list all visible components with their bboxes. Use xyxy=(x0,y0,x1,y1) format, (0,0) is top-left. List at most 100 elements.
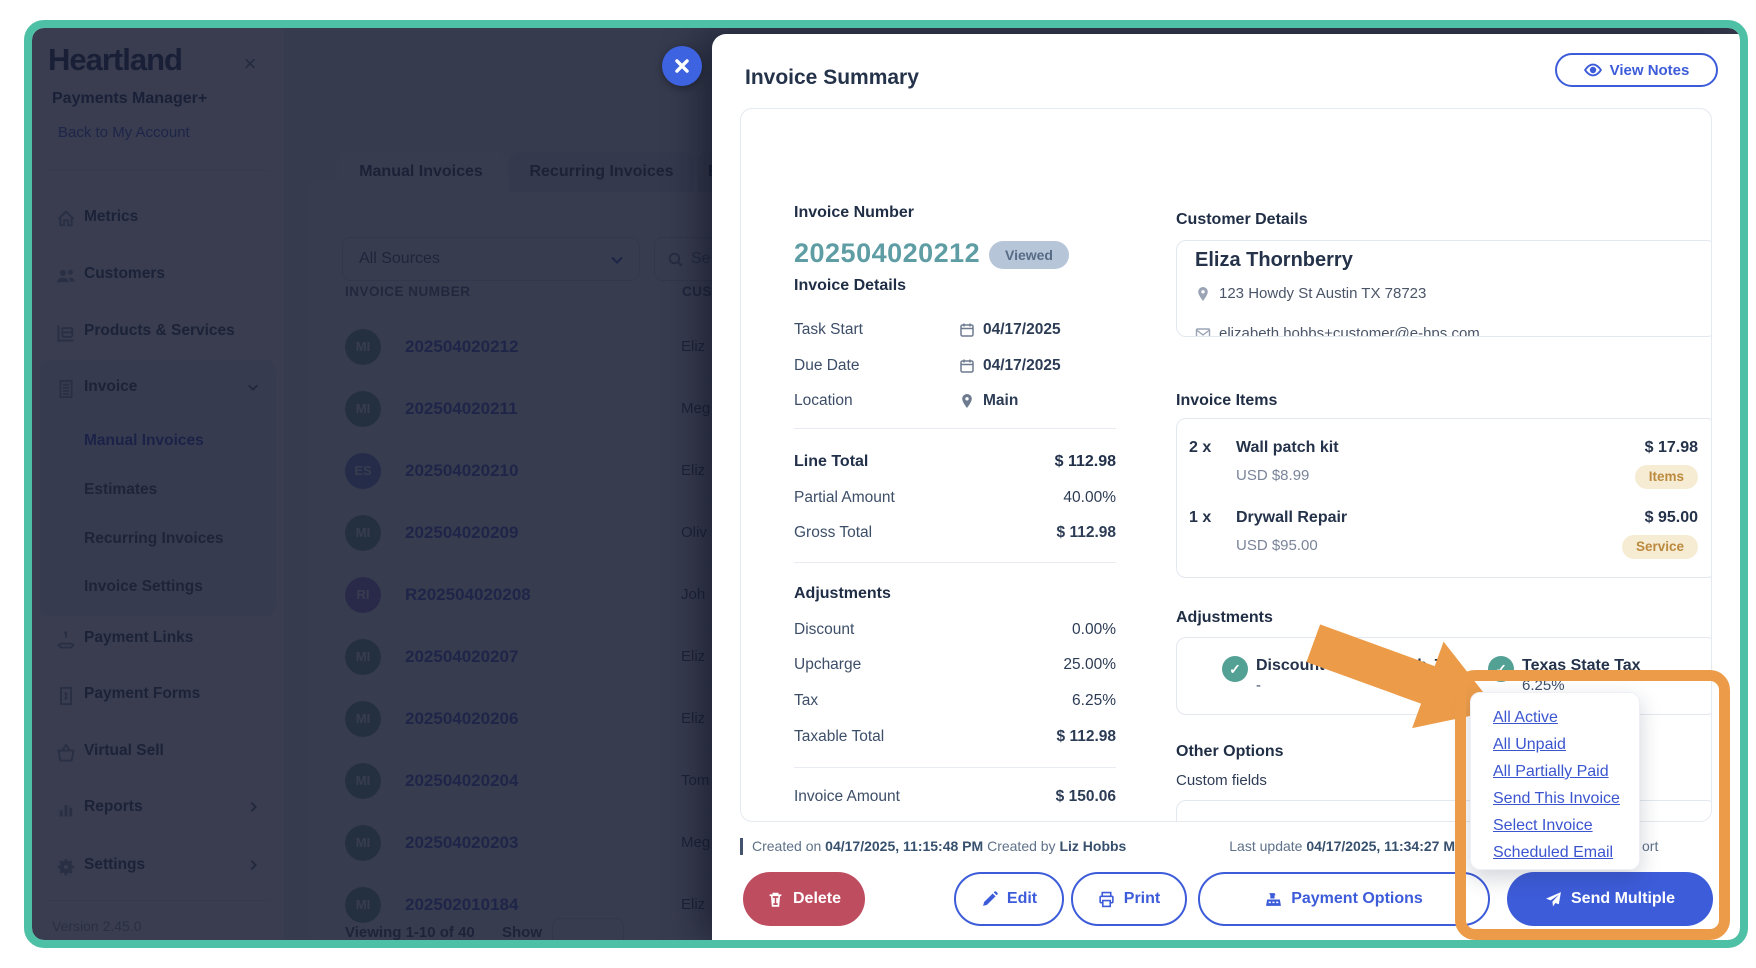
taxable-total-label: Taxable Total xyxy=(794,728,885,745)
due-date-row: Due Date 04/17/2025 xyxy=(794,357,1116,375)
location-label: Location xyxy=(794,392,853,409)
taxable-total-row: Taxable Total $ 112.98 xyxy=(794,728,1116,746)
view-notes-label: View Notes xyxy=(1609,61,1690,79)
pencil-icon xyxy=(983,890,998,906)
location-value: Main xyxy=(983,392,1019,409)
payment-options-label: Payment Options xyxy=(1291,890,1423,907)
partial-amount-row: Partial Amount 40.00% xyxy=(794,489,1116,507)
created-prefix: Created on xyxy=(752,838,822,854)
dropdown-item[interactable]: Select Invoice xyxy=(1493,817,1593,834)
item-amount: $ 17.98 xyxy=(1644,439,1698,456)
adjustment-entry: ✓ Texas State Tax 6.25% xyxy=(1488,656,1688,696)
invoice-amount-label: Invoice Amount xyxy=(794,788,900,805)
custom-fields-label: Custom fields xyxy=(1176,772,1267,789)
invoice-number-label: Invoice Number xyxy=(794,204,915,221)
eye-icon xyxy=(1583,63,1602,77)
modal-close-button[interactable] xyxy=(662,46,702,86)
adjustment-entry: ✓ Discount - xyxy=(1222,656,1353,696)
last-update-fragment: ort xyxy=(1642,838,1659,854)
cash-register-icon xyxy=(1266,892,1282,906)
dropdown-item[interactable]: All Active xyxy=(1493,709,1558,726)
task-start-row: Task Start 04/17/2025 xyxy=(794,321,1116,339)
location-pin-icon xyxy=(962,394,972,408)
printer-icon xyxy=(1099,891,1114,907)
trash-icon xyxy=(769,892,782,907)
customer-details-label: Customer Details xyxy=(1176,211,1308,228)
discount-label: Discount xyxy=(794,621,855,638)
last-update-info: Last update 04/17/2025, 11:34:27 M xyxy=(1229,838,1455,854)
send-options-dropdown: All Active All Unpaid All Partially Paid… xyxy=(1470,692,1640,870)
customer-email: elizabeth.hobbs+customer@e-hps.com xyxy=(1219,325,1480,337)
gross-total-row: Gross Total $ 112.98 xyxy=(794,524,1116,542)
customer-address-row: 123 Howdy St Austin TX 78723 xyxy=(1195,285,1426,302)
gross-total-value: $ 112.98 xyxy=(1056,524,1116,541)
edit-label: Edit xyxy=(1006,890,1038,907)
customer-address: 123 Howdy St Austin TX 78723 xyxy=(1219,285,1427,302)
partial-amount-label: Partial Amount xyxy=(794,489,895,506)
adjustment-label: Rush Job xyxy=(1387,657,1460,674)
adjustments-section-label: Adjustments xyxy=(1176,609,1273,626)
item-quantity: 2 x xyxy=(1189,439,1212,456)
app-window: Heartland × Payments Manager+ Back to My… xyxy=(32,28,1740,940)
created-by-prefix: Created by xyxy=(987,838,1056,854)
task-start-value: 04/17/2025 xyxy=(983,321,1061,338)
adjustment-label: Discount xyxy=(1256,657,1325,674)
upcharge-label: Upcharge xyxy=(794,656,862,673)
calendar-icon xyxy=(960,323,974,337)
customer-card: Eliza Thornberry 123 Howdy St Austin TX … xyxy=(1176,240,1711,337)
gross-total-label: Gross Total xyxy=(794,524,873,541)
modal-title: Invoice Summary xyxy=(745,66,919,90)
line-total-value: $ 112.98 xyxy=(1054,453,1116,470)
customer-name: Eliza Thornberry xyxy=(1195,249,1353,271)
envelope-icon xyxy=(1195,327,1211,336)
invoice-items-card: 2 x Wall patch kit USD $8.99 $ 17.98 Ite… xyxy=(1176,418,1711,578)
upcharge-row: Upcharge 25.00% xyxy=(794,656,1116,674)
partial-amount-value: 40.00% xyxy=(1063,489,1116,506)
paper-plane-icon xyxy=(1546,891,1561,906)
invoice-summary-modal: Invoice Summary View Notes Invoice Numbe… xyxy=(712,34,1740,940)
last-update-prefix: Last update xyxy=(1229,838,1303,854)
created-date: 04/17/2025, 11:15:48 PM xyxy=(825,838,984,854)
check-circle-icon: ✓ xyxy=(1222,656,1248,682)
location-row: Location Main xyxy=(794,392,1116,410)
edit-button[interactable]: Edit xyxy=(954,872,1064,926)
line-total-label: Line Total xyxy=(794,453,869,470)
item-amount: $ 95.00 xyxy=(1644,509,1698,526)
send-multiple-button[interactable]: Send Multiple xyxy=(1507,872,1713,926)
divider xyxy=(794,428,1116,429)
status-badge: Viewed xyxy=(989,241,1069,269)
other-options-label: Other Options xyxy=(1176,743,1284,760)
adjustment-entry: ✓ Rush Job 25.00% xyxy=(1353,656,1488,696)
send-multiple-label: Send Multiple xyxy=(1571,890,1675,907)
divider xyxy=(794,562,1116,563)
line-total-row: Line Total $ 112.98 xyxy=(794,453,1116,471)
tax-row: Tax 6.25% xyxy=(794,692,1116,710)
item-type-badge: Items xyxy=(1634,465,1698,489)
dropdown-item[interactable]: All Unpaid xyxy=(1493,736,1566,753)
adjustment-value: 25.00% xyxy=(1387,677,1438,694)
print-label: Print xyxy=(1123,890,1161,907)
print-button[interactable]: Print xyxy=(1071,872,1187,926)
delete-label: Delete xyxy=(792,890,842,907)
tax-value: 6.25% xyxy=(1072,692,1116,709)
dropdown-item[interactable]: Scheduled Email xyxy=(1493,844,1614,861)
item-unit-price: USD $8.99 xyxy=(1236,467,1310,484)
view-notes-button[interactable]: View Notes xyxy=(1555,53,1718,87)
check-circle-icon: ✓ xyxy=(1353,656,1379,682)
payment-options-button[interactable]: Payment Options xyxy=(1198,872,1490,926)
last-update-date: 04/17/2025, 11:34:27 M xyxy=(1306,838,1455,854)
close-icon xyxy=(675,58,689,73)
dropdown-item[interactable]: All Partially Paid xyxy=(1493,763,1609,780)
location-pin-icon xyxy=(1198,286,1208,301)
item-name: Drywall Repair xyxy=(1236,509,1348,526)
discount-row: Discount 0.00% xyxy=(794,621,1116,639)
dropdown-item[interactable]: Send This Invoice xyxy=(1493,790,1620,807)
calendar-icon xyxy=(960,359,974,373)
item-quantity: 1 x xyxy=(1189,509,1212,526)
delete-button[interactable]: Delete xyxy=(743,872,865,926)
task-start-label: Task Start xyxy=(794,321,863,338)
invoice-amount-row: Invoice Amount $ 150.06 xyxy=(794,788,1116,806)
invoice-amount-value: $ 150.06 xyxy=(1055,788,1116,805)
tax-label: Tax xyxy=(794,692,819,709)
